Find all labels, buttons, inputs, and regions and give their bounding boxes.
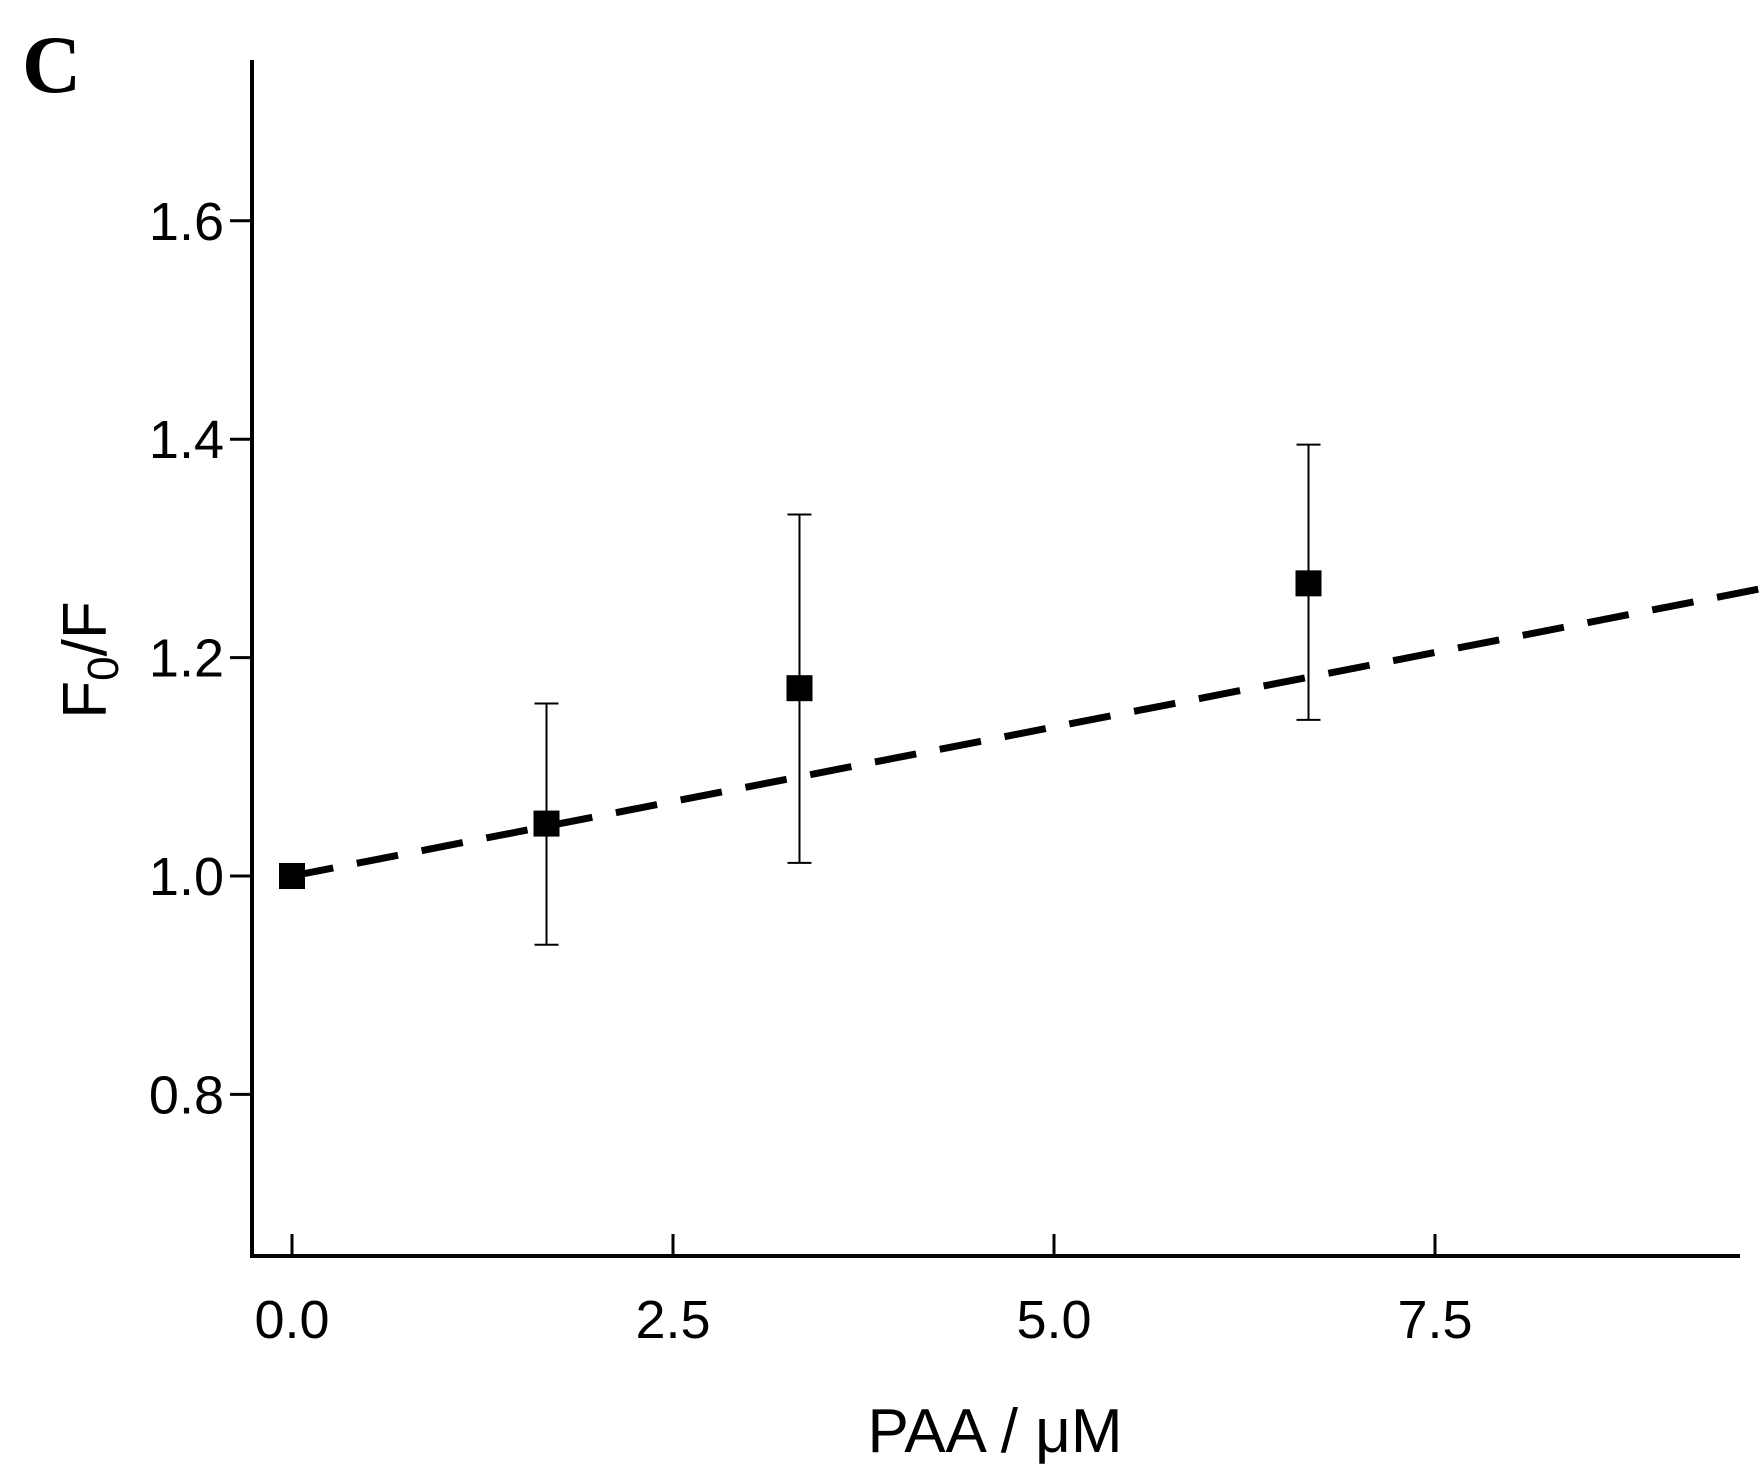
- y-ticks: 0.8 1.0 1.2 1.4 1.6: [149, 192, 252, 1125]
- chart: 0.02.55.07.510.012.515.017.5 0.81.01.21.…: [51, 60, 1761, 1466]
- y-tick-label: 1.4: [149, 410, 224, 470]
- data-point: [279, 863, 305, 889]
- y-tick-label: 1.6: [149, 192, 224, 252]
- x-tick-label: 7.5: [1397, 1290, 1472, 1350]
- y-axis-label-main: F: [51, 681, 120, 719]
- fit-line: [291, 585, 1761, 880]
- data-point: [1295, 570, 1322, 597]
- data-point: [786, 675, 813, 702]
- x-tick-label: 0.0: [254, 1290, 329, 1350]
- y-axis-label-tail: /F: [51, 601, 120, 656]
- y-tick-label: 1.2: [149, 629, 224, 689]
- y-axis-label: F0/F: [51, 601, 128, 718]
- y-axis-label-subscript: 0: [79, 656, 128, 680]
- data-markers: [279, 570, 1322, 889]
- y-tick-label: 0.8: [149, 1065, 224, 1125]
- error-bars: [534, 443, 1321, 946]
- x-axis-label: PAA / μM: [867, 1397, 1122, 1466]
- data-point: [533, 810, 560, 837]
- fit-line-group: [291, 585, 1761, 880]
- panel-label: C: [22, 19, 81, 110]
- x-tick-label: 2.5: [635, 1290, 710, 1350]
- x-ticks: 0.02.55.07.510.012.515.017.5: [254, 1234, 1473, 1350]
- x-tick-label: 5.0: [1016, 1290, 1091, 1350]
- y-tick-label: 1.0: [149, 847, 224, 907]
